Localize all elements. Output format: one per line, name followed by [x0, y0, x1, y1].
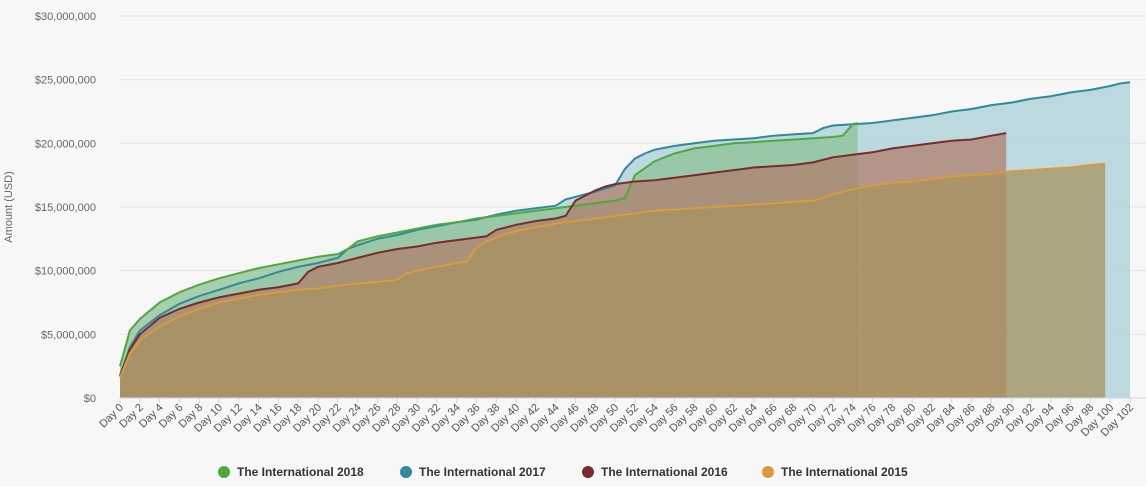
- legend-item[interactable]: The International 2018: [218, 465, 364, 479]
- legend-item[interactable]: The International 2017: [400, 465, 546, 479]
- legend-label: The International 2015: [781, 465, 908, 479]
- series-area: [120, 163, 1106, 398]
- series-line[interactable]: [119, 132, 1007, 377]
- series-line[interactable]: [119, 162, 1106, 378]
- series-areas: [120, 82, 1130, 398]
- legend-item[interactable]: The International 2016: [582, 465, 728, 479]
- legend-marker: [762, 466, 774, 478]
- legend-label: The International 2017: [419, 465, 546, 479]
- y-tick-label: $30,000,000: [35, 11, 96, 23]
- y-tick-label: $0: [84, 393, 96, 405]
- y-tick-label: $20,000,000: [35, 138, 96, 150]
- y-axis-title: Amount (USD): [3, 171, 15, 243]
- legend-marker: [400, 466, 412, 478]
- legend: The International 2018 The International …: [218, 465, 908, 479]
- y-tick-label: $5,000,000: [41, 329, 96, 341]
- legend-label: The International 2018: [237, 465, 364, 479]
- legend-marker: [218, 466, 230, 478]
- legend-marker: [582, 466, 594, 478]
- y-tick-label: $15,000,000: [35, 202, 96, 214]
- series-line[interactable]: [119, 122, 858, 367]
- legend-item[interactable]: The International 2015: [762, 465, 908, 479]
- legend-label: The International 2016: [601, 465, 728, 479]
- series-lines: [119, 81, 1131, 378]
- series-line[interactable]: [119, 81, 1131, 376]
- y-tick-label: $25,000,000: [35, 75, 96, 87]
- y-tick-label: $10,000,000: [35, 266, 96, 278]
